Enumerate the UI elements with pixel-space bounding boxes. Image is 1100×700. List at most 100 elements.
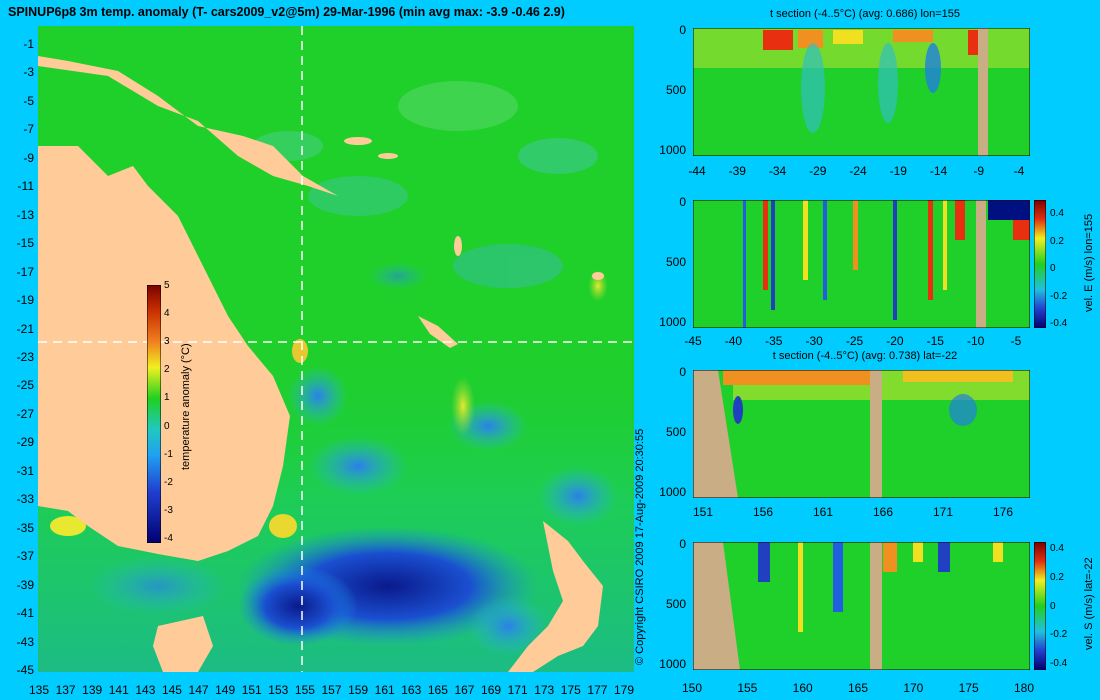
lat-tick-label: -5 xyxy=(1010,334,1022,348)
depth-tick-label: 500 xyxy=(665,597,686,611)
temperature-colorbar-label: temperature anomaly (°C) xyxy=(180,343,192,470)
lat-tick-label: -44 xyxy=(688,164,706,178)
tasmania-land xyxy=(153,616,213,672)
colorbar-tick-label: -0.2 xyxy=(1050,629,1068,641)
lat-tick-label: -9 xyxy=(973,164,985,178)
new-zealand-land xyxy=(508,521,603,672)
panel2-velocity-east-section[interactable] xyxy=(693,200,1030,328)
colorbar-tick-label: -0.2 xyxy=(1050,290,1068,302)
lat-tick-label: -11 xyxy=(17,179,34,194)
lon-tick-label: 171 xyxy=(932,505,954,519)
lon-tick-label: 147 xyxy=(188,683,209,697)
depth-tick-label: 1000 xyxy=(659,143,686,157)
lon-tick-label: 156 xyxy=(752,505,774,519)
lat-tick-label: -9 xyxy=(23,150,34,165)
colorbar-tick-label: 0 xyxy=(1050,263,1056,274)
new-caledonia-land xyxy=(418,316,458,348)
depth-tick-label: 1000 xyxy=(659,315,686,329)
colorbar-tick-label: 3 xyxy=(164,336,170,348)
lon-tick-label: 160 xyxy=(792,681,813,695)
australia-land xyxy=(38,146,290,561)
lat-tick-label: -4 xyxy=(1013,164,1025,178)
lon-tick-label: 171 xyxy=(507,683,528,697)
lat-tick-label: -34 xyxy=(768,164,787,178)
panel4-velocity-south-section[interactable] xyxy=(693,542,1030,670)
velocity-colorbar-1-label: vel. E (m/s) lon=155 xyxy=(1083,213,1095,312)
lon-tick-label: 167 xyxy=(454,683,475,697)
panel1-title: t section (-4..5°C) (avg: 0.686) lon=155 xyxy=(770,8,960,20)
lat-tick-label: -13 xyxy=(16,207,34,222)
lon-tick-label: 175 xyxy=(958,681,979,695)
temperature-anomaly-map[interactable] xyxy=(38,26,634,672)
lat-tick-label: -3 xyxy=(23,65,34,80)
lat-tick-label: -35 xyxy=(16,520,34,535)
temperature-colorbar xyxy=(147,285,161,543)
colorbar-tick-label: -3 xyxy=(164,504,173,516)
lat-tick-label: -10 xyxy=(966,334,985,348)
lon-tick-label: 177 xyxy=(587,683,608,697)
lon-tick-label: 141 xyxy=(108,683,129,697)
lat-tick-label: -7 xyxy=(23,122,34,137)
lon-tick-label: 143 xyxy=(135,683,156,697)
depth-tick-label: 0 xyxy=(679,537,686,551)
lat-tick-label: -14 xyxy=(929,164,948,178)
lon-tick-label: 151 xyxy=(692,505,714,519)
colorbar-tick-label: 0.2 xyxy=(1050,235,1064,247)
lat-tick-label: -30 xyxy=(805,334,823,348)
colorbar-tick-label: 5 xyxy=(164,280,170,291)
lat-tick-label: -27 xyxy=(16,406,34,421)
new-guinea-land xyxy=(38,56,338,196)
colorbar-tick-label: 2 xyxy=(164,364,170,376)
lat-tick-label: -41 xyxy=(16,606,34,621)
eddy-texture xyxy=(253,81,598,290)
lon-tick-label: 169 xyxy=(481,683,502,697)
lat-tick-label: -33 xyxy=(16,492,34,507)
lon-tick-label: 155 xyxy=(737,681,758,695)
lon-tick-label: 166 xyxy=(872,505,894,519)
lat-tick-label: -23 xyxy=(16,350,34,364)
panel3-temperature-section[interactable] xyxy=(693,370,1030,498)
lon-tick-label: 179 xyxy=(613,683,635,697)
lon-tick-label: 165 xyxy=(427,683,448,697)
lat-tick-label: -20 xyxy=(886,334,904,348)
lat-tick-label: -21 xyxy=(16,321,34,336)
lat-tick-label: -15 xyxy=(926,334,944,348)
lat-tick-label: -45 xyxy=(684,334,702,348)
lat-tick-label: -29 xyxy=(809,164,827,178)
colorbar-tick-label: -4 xyxy=(164,533,173,544)
velocity-colorbar-2-label: vel. S (m/s) lat=-22 xyxy=(1083,557,1095,650)
colorbar-tick-label: 0.4 xyxy=(1050,208,1064,219)
colorbar-tick-label: -2 xyxy=(164,476,173,488)
lon-tick-label: 149 xyxy=(215,683,236,697)
lat-tick-label: -5 xyxy=(23,93,34,108)
lat-tick-label: -1 xyxy=(23,37,34,51)
lat-tick-label: -39 xyxy=(16,577,34,592)
panel1-temperature-section[interactable] xyxy=(693,28,1030,156)
lon-tick-label: 135 xyxy=(28,683,50,697)
lon-tick-label: 176 xyxy=(992,505,1014,519)
lat-tick-label: -37 xyxy=(16,549,34,564)
lat-tick-label: -25 xyxy=(845,334,864,348)
lat-tick-label: -31 xyxy=(16,463,34,478)
depth-tick-label: 0 xyxy=(679,23,686,37)
depth-tick-label: 500 xyxy=(665,83,686,97)
panel1-land-mask xyxy=(978,28,988,156)
lon-tick-label: 165 xyxy=(847,681,869,695)
lat-tick-label: -35 xyxy=(765,334,783,348)
depth-tick-label: 0 xyxy=(679,195,686,209)
lon-tick-label: 159 xyxy=(348,683,369,697)
panel3-land-mask xyxy=(693,370,738,498)
lon-tick-label: 170 xyxy=(903,681,924,695)
map-title: SPINUP6p8 3m temp. anomaly (T- cars2009_… xyxy=(8,5,565,19)
velocity-colorbar-2 xyxy=(1034,542,1046,670)
depth-tick-label: 0 xyxy=(679,365,686,379)
lat-tick-label: -40 xyxy=(724,334,743,348)
depth-tick-label: 1000 xyxy=(659,657,686,671)
panel4-land-mask xyxy=(693,542,740,670)
lon-tick-label: 145 xyxy=(161,683,182,697)
panel2-land-mask xyxy=(976,200,986,328)
colorbar-tick-label: 0 xyxy=(1050,600,1056,612)
lon-tick-label: 139 xyxy=(82,683,103,697)
lat-tick-label: -25 xyxy=(16,378,34,393)
depth-tick-label: 1000 xyxy=(659,485,686,499)
